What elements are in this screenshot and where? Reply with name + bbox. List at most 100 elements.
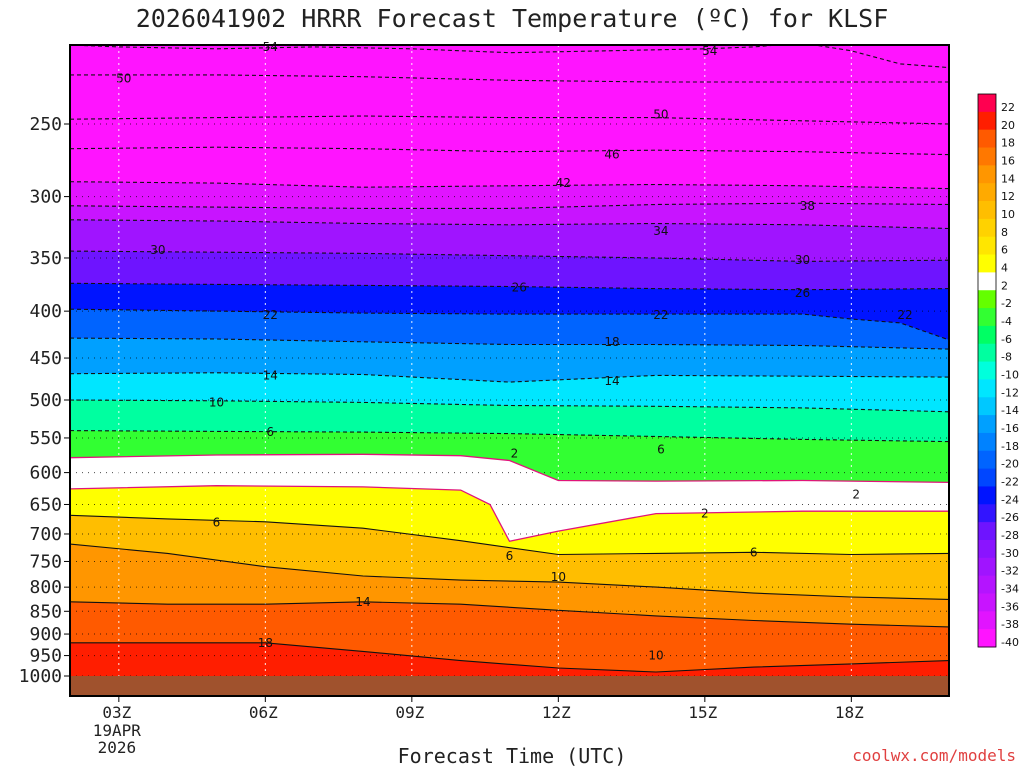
contour-label--54-0: 54 <box>263 40 278 54</box>
contour-2 <box>70 485 949 543</box>
svg-text:10: 10 <box>648 649 663 663</box>
legend-label-4: 4 <box>1001 261 1008 274</box>
contour-label-2-0: 2 <box>701 507 709 521</box>
site-credit: coolwx.com/models <box>852 746 1016 765</box>
svg-text:38: 38 <box>800 199 815 213</box>
svg-text:10: 10 <box>551 570 566 584</box>
xtick-label-03Z: 03Z <box>102 703 131 722</box>
legend-swatch-4 <box>978 254 996 273</box>
legend-label--14: -14 <box>1001 404 1019 417</box>
svg-text:14: 14 <box>604 374 619 388</box>
xtick-label-12Z: 12Z <box>542 703 571 722</box>
svg-text:30: 30 <box>150 243 165 257</box>
contour--22 <box>70 308 949 341</box>
legend-swatch--30 <box>978 539 996 559</box>
ytick-label-250: 250 <box>29 114 62 135</box>
contour-label--38-0: 38 <box>800 199 815 213</box>
svg-text:46: 46 <box>604 148 619 162</box>
ytick-label-550: 550 <box>29 428 62 449</box>
contour-label--26-1: 26 <box>795 286 810 300</box>
svg-text:2: 2 <box>701 507 709 521</box>
legend-swatch--6 <box>978 325 996 345</box>
legend-swatch-8 <box>978 218 996 238</box>
legend-label-18: 18 <box>1001 137 1015 150</box>
contour-label--46-0: 46 <box>604 148 619 162</box>
legend-swatch--10 <box>978 361 996 380</box>
legend-label--24: -24 <box>1001 493 1019 506</box>
ytick-label-850: 850 <box>29 601 62 622</box>
legend-swatch--20 <box>978 450 996 470</box>
legend-swatch--26 <box>978 504 996 523</box>
legend-label-8: 8 <box>1001 226 1008 239</box>
legend-label-22: 22 <box>1001 101 1015 114</box>
svg-text:6: 6 <box>506 549 514 563</box>
ytick-label-900: 900 <box>29 624 62 645</box>
xtick-label-06Z: 06Z <box>249 703 278 722</box>
ground-surface <box>70 676 949 696</box>
ytick-label-1000: 1000 <box>19 666 62 687</box>
legend-swatch--34 <box>978 575 996 594</box>
svg-text:22: 22 <box>897 308 912 322</box>
legend-label-12: 12 <box>1001 190 1015 203</box>
legend-swatch--12 <box>978 379 996 398</box>
legend-label-6: 6 <box>1001 244 1008 257</box>
xtick-label-18Z: 18Z <box>835 703 864 722</box>
contour-label--22-0: 22 <box>263 308 278 322</box>
contour-10 <box>70 543 949 600</box>
legend-swatch--24 <box>978 486 996 505</box>
contour-label--42-0: 42 <box>556 176 571 190</box>
legend-swatch--28 <box>978 522 996 541</box>
contour-14 <box>70 601 949 628</box>
legend-label-16: 16 <box>1001 154 1015 167</box>
legend-swatch-22 <box>978 94 996 113</box>
legend-label-10: 10 <box>1001 208 1015 221</box>
legend-frame <box>977 93 997 648</box>
y-axis: 2503003504004505005506006507007508008509… <box>19 114 70 687</box>
contour-label--50-0: 50 <box>116 71 131 85</box>
svg-text:26: 26 <box>512 281 527 295</box>
ytick-label-650: 650 <box>29 494 62 515</box>
legend-swatch--38 <box>978 611 996 630</box>
contour-label--6-1: 6 <box>657 442 665 456</box>
legend-swatch-20 <box>978 111 996 131</box>
legend-label--40: -40 <box>1001 636 1019 649</box>
chart-title: 2026041902 HRRR Forecast Temperature (ºC… <box>135 4 889 33</box>
legend-label--20: -20 <box>1001 458 1019 471</box>
contour--2 <box>70 453 949 484</box>
legend-label--36: -36 <box>1001 600 1019 613</box>
svg-text:22: 22 <box>653 308 668 322</box>
legend-swatch--40 <box>978 629 996 648</box>
legend-swatch-10 <box>978 201 996 220</box>
contour-label-14-0: 14 <box>355 595 370 609</box>
contour-label--14-0: 14 <box>263 368 278 382</box>
contour-label--26-0: 26 <box>512 281 527 295</box>
svg-text:54: 54 <box>263 40 278 54</box>
svg-text:18: 18 <box>258 636 273 650</box>
xtick-sublabel-0: 19APR <box>93 721 142 740</box>
plot-frame <box>69 44 950 697</box>
contour-label-10-1: 10 <box>648 649 663 663</box>
color-legend: 22 20 18 16 14 12 10 8 6 4 2 -2 -4 -6 -8 -10 -12 -14 -16 -1… <box>977 93 1019 649</box>
legend-label--26: -26 <box>1001 511 1019 524</box>
contour-label--22-2: 22 <box>897 308 912 322</box>
svg-text:10: 10 <box>209 395 224 409</box>
legend-label--16: -16 <box>1001 422 1019 435</box>
svg-text:6: 6 <box>213 515 221 529</box>
legend-label--28: -28 <box>1001 529 1019 542</box>
contour-label--30-0: 30 <box>150 243 165 257</box>
svg-text:50: 50 <box>653 107 668 121</box>
legend-swatch--8 <box>978 343 996 363</box>
legend-swatch--36 <box>978 593 996 612</box>
temperature-fill <box>70 45 949 696</box>
svg-text:6: 6 <box>750 545 758 559</box>
contour-label-6-0: 6 <box>213 515 221 529</box>
legend-label-14: 14 <box>1001 172 1015 185</box>
legend-label--18: -18 <box>1001 440 1019 453</box>
svg-text:50: 50 <box>116 71 131 85</box>
legend-label--4: -4 <box>1001 315 1012 328</box>
legend-label--8: -8 <box>1001 351 1012 364</box>
contour-label--50-1: 50 <box>653 107 668 121</box>
legend-label--30: -30 <box>1001 547 1019 560</box>
xtick-label-09Z: 09Z <box>395 703 424 722</box>
